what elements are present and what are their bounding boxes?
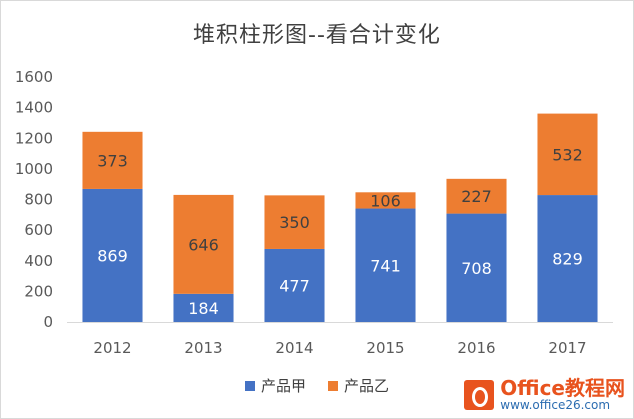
data-label-series-1-2013: 184 [188,299,219,318]
x-tick-label-2015: 2015 [366,339,404,357]
y-tick-label-3: 600 [24,221,53,239]
bar-series-2-2013 [173,194,234,294]
chart-title: 堆积柱形图--看合计变化 [193,23,441,48]
bar-series-1-2015 [355,208,416,322]
legend-swatch-series-2 [328,380,338,391]
y-tick-label-8: 1600 [15,68,53,86]
office-logo-icon [464,380,495,411]
legend-label-series-1: 产品甲 [260,377,306,395]
watermark-brand: Office教程网 [500,376,625,401]
x-tick-label-2016: 2016 [457,339,495,357]
bar-series-2-2016 [446,178,507,214]
legend-item-series-1: 产品甲 [244,375,306,396]
bar-series-2-2015 [355,192,416,209]
bar-series-1-2017 [537,195,598,322]
data-label-series-2-2013: 646 [188,235,219,254]
watermark-url: www.office26.com [500,398,611,413]
x-tick-label-2013: 2013 [184,339,222,357]
data-label-series-2-2016: 227 [461,187,492,206]
bar-series-1-2013 [173,293,234,322]
y-tick-label-0: 0 [43,313,53,331]
x-tick-label-2014: 2014 [275,339,313,357]
bar-series-1-2014 [264,248,325,322]
x-tick-label-2017: 2017 [548,339,586,357]
legend-label-series-2: 产品乙 [344,377,390,395]
y-tick-label-7: 1400 [15,99,53,117]
data-label-series-2-2014: 350 [279,213,310,232]
legend: 产品甲 产品乙 [1,375,633,396]
bar-series-1-2016 [446,213,507,322]
watermark-logo: Office教程网 www.office26.com [464,378,625,412]
bar-series-2-2014 [264,195,325,249]
y-tick-label-6: 1200 [15,129,53,147]
legend-item-series-2: 产品乙 [328,375,389,396]
x-tick-label-2012: 2012 [93,339,131,357]
y-tick-label-4: 800 [24,191,53,209]
legend-swatch-series-1 [244,380,255,391]
data-label-series-2-2015: 106 [370,191,401,210]
bar-series-1-2012 [82,188,143,322]
data-label-series-1-2015: 741 [370,256,401,275]
bar-series-2-2012 [82,131,143,189]
bar-series-2-2017 [537,113,598,196]
y-tick-label-1: 200 [24,282,53,300]
data-label-series-2-2012: 373 [97,151,128,170]
y-tick-label-2: 400 [24,252,53,270]
data-label-series-1-2012: 869 [97,246,128,265]
data-label-series-1-2014: 477 [279,276,310,295]
data-label-series-1-2017: 829 [552,250,583,269]
data-label-series-1-2016: 708 [461,259,492,278]
data-label-series-2-2017: 532 [552,145,583,164]
y-tick-label-5: 1000 [15,160,53,178]
